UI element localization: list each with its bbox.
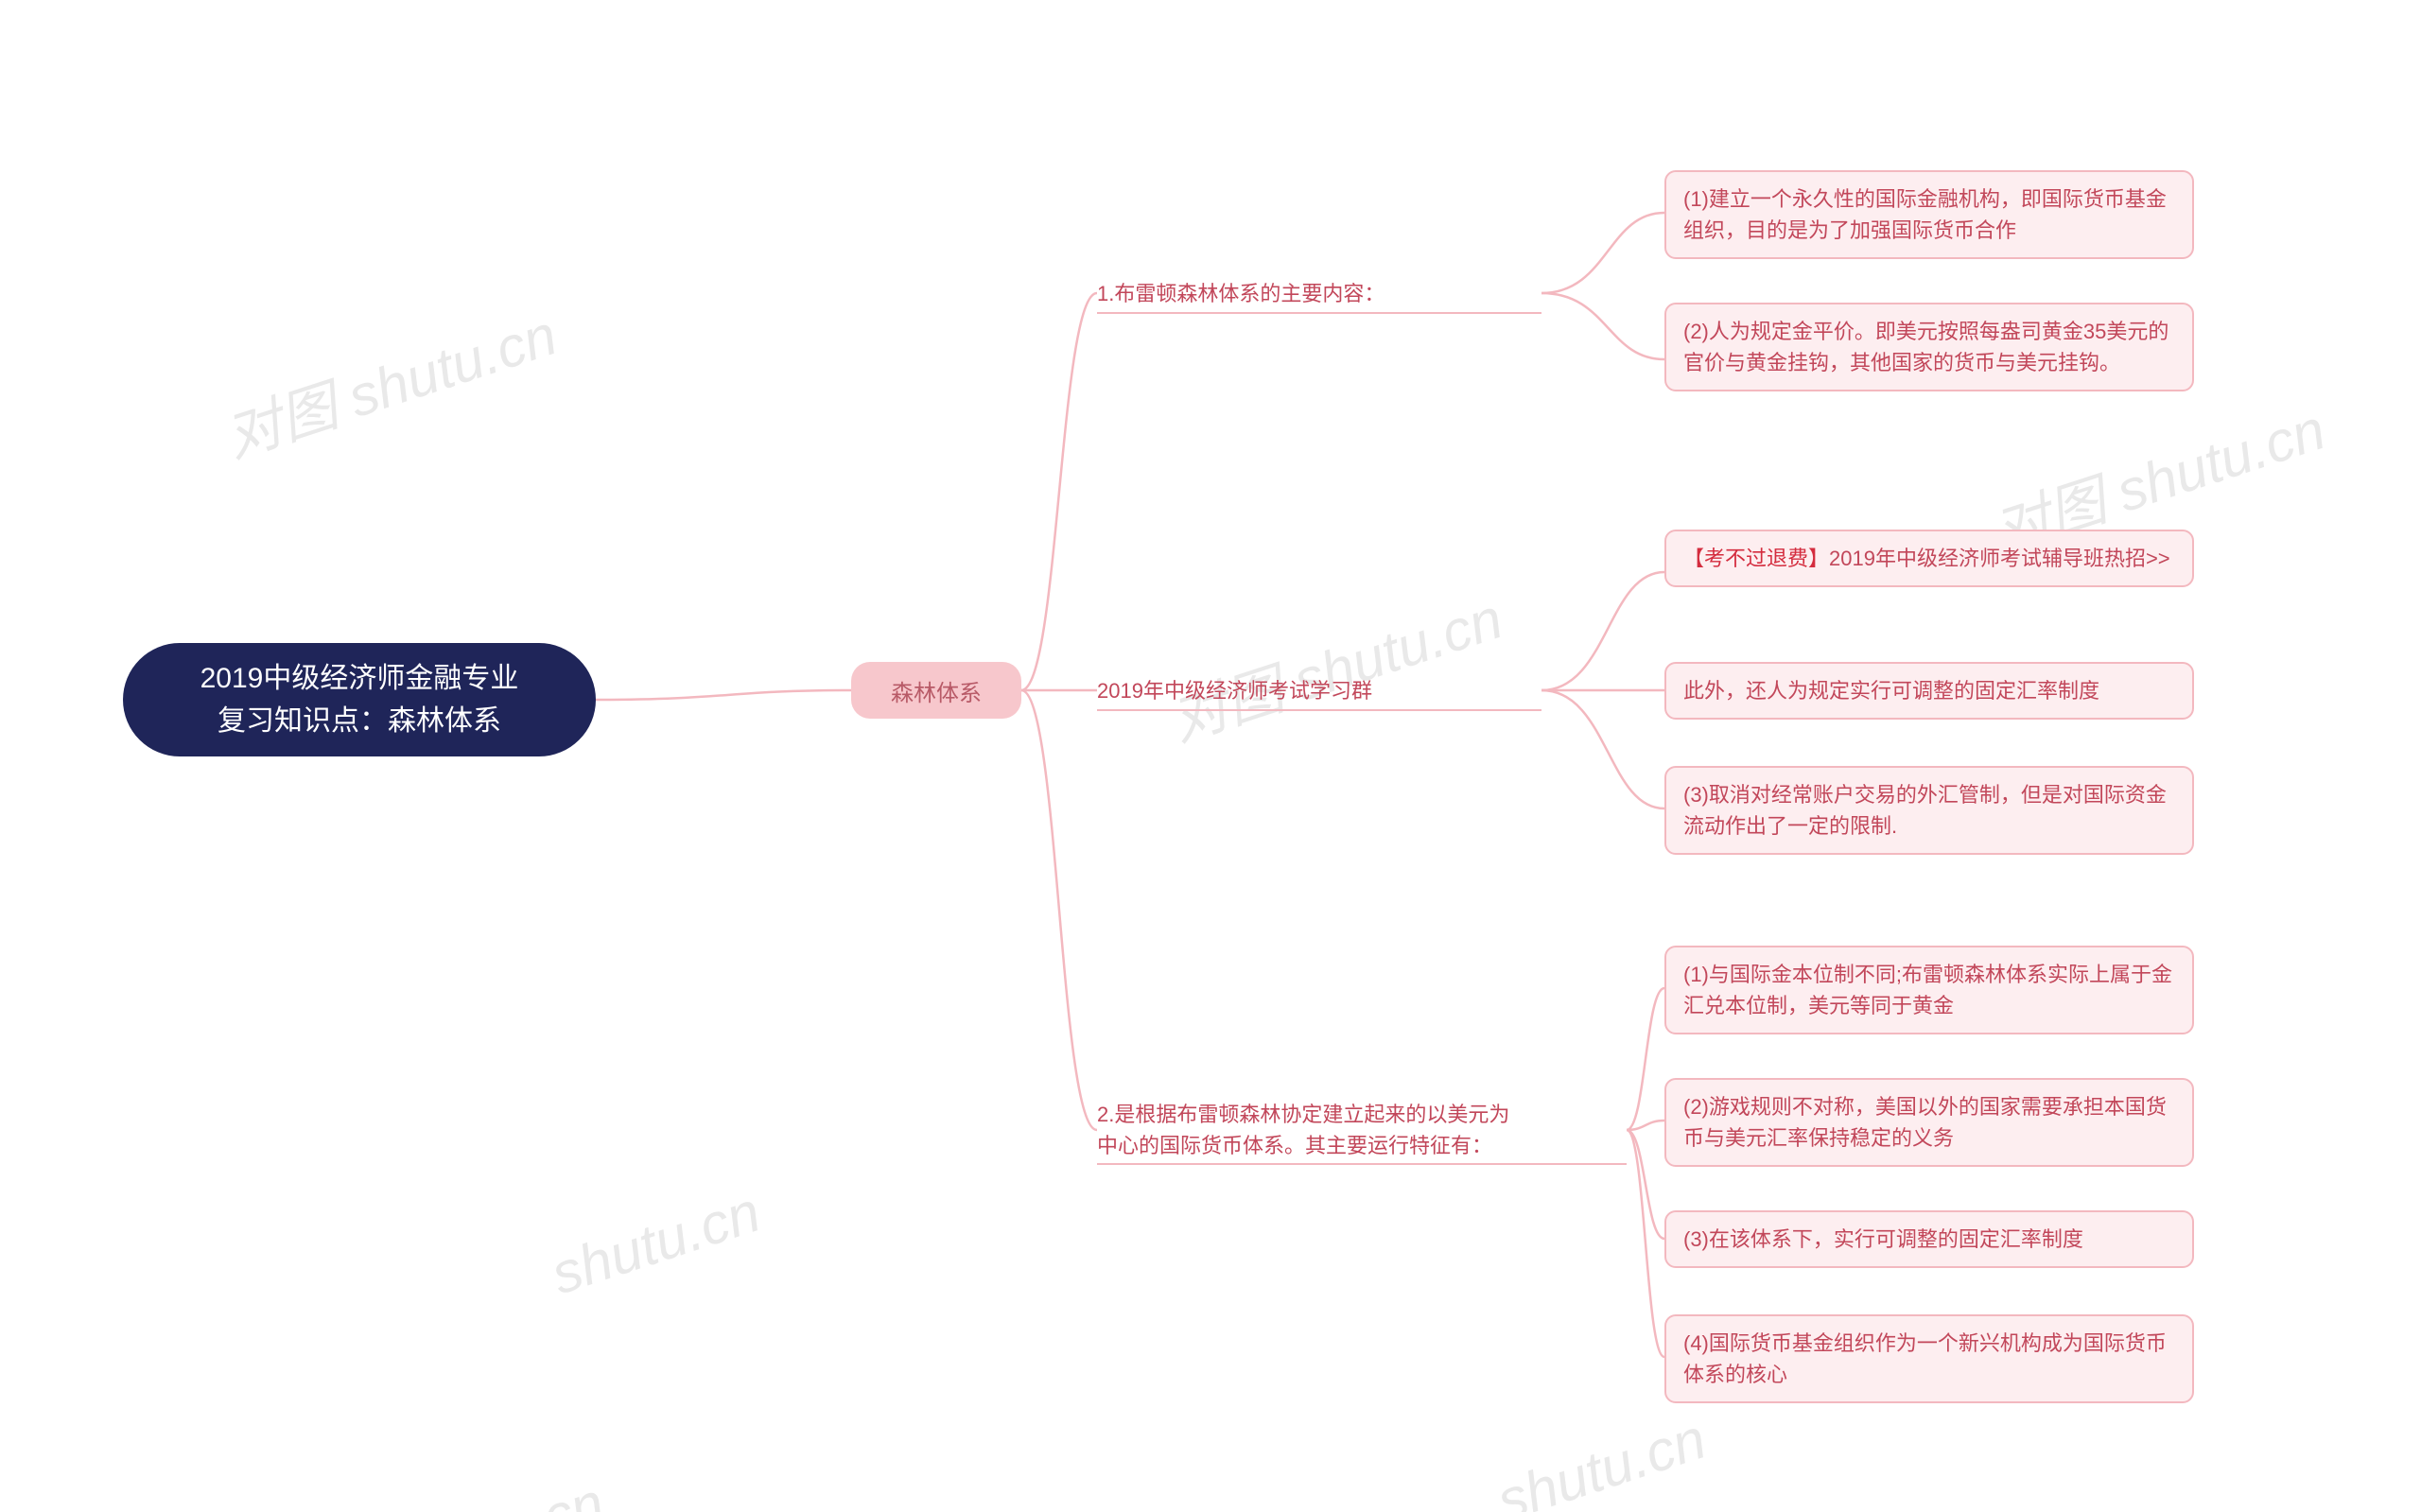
- branch-3-text: 2.是根据布雷顿森林协定建立起来的以美元为 中心的国际货币体系。其主要运行特征有…: [1097, 1099, 1509, 1161]
- watermark: 对图 shutu.cn: [1158, 573, 1511, 757]
- level1-node[interactable]: 森林体系: [851, 662, 1021, 719]
- leaf-text: 此外，还人为规定实行可调整的固定汇率制度: [1683, 675, 2099, 706]
- leaf-b3l3[interactable]: (3)在该体系下，实行可调整的固定汇率制度: [1664, 1210, 2194, 1268]
- watermark: 对图 shutu.cn: [260, 1457, 613, 1512]
- leaf-b1l1[interactable]: (1)建立一个永久性的国际金融机构，即国际货币基金组织，目的是为了加强国际货币合…: [1664, 170, 2194, 259]
- branch-2-text: 2019年中级经济师考试学习群: [1097, 675, 1372, 706]
- leaf-text: (2)游戏规则不对称，美国以外的国家需要承担本国货币与美元汇率保持稳定的义务: [1683, 1091, 2175, 1154]
- leaf-b1l2[interactable]: (2)人为规定金平价。即美元按照每盎司黄金35美元的官价与黄金挂钩，其他国家的货…: [1664, 303, 2194, 391]
- root-text: 2019中级经济师金融专业 复习知识点：森林体系: [200, 657, 519, 742]
- watermark: 对图 shutu.cn: [213, 289, 566, 474]
- leaf-text: (1)建立一个永久性的国际金融机构，即国际货币基金组织，目的是为了加强国际货币合…: [1683, 183, 2175, 246]
- watermark: shutu.cn: [544, 1179, 768, 1308]
- watermark: shutu.cn: [1489, 1406, 1714, 1512]
- branch-1[interactable]: 1.布雷顿森林体系的主要内容：: [1097, 274, 1541, 312]
- branch-2[interactable]: 2019年中级经济师考试学习群: [1097, 671, 1541, 709]
- branch-3-underline: [1097, 1163, 1627, 1165]
- leaf-text: (3)取消对经常账户交易的外汇管制，但是对国际资金流动作出了一定的限制.: [1683, 779, 2175, 842]
- leaf-text: (1)与国际金本位制不同;布雷顿森林体系实际上属于金汇兑本位制，美元等同于黄金: [1683, 959, 2175, 1021]
- leaf-text: (4)国际货币基金组织作为一个新兴机构成为国际货币体系的核心: [1683, 1328, 2175, 1390]
- leaf-b2l3[interactable]: (3)取消对经常账户交易的外汇管制，但是对国际资金流动作出了一定的限制.: [1664, 766, 2194, 855]
- leaf-b2l1[interactable]: 【考不过退费】2019年中级经济师考试辅导班热招>>: [1664, 530, 2194, 587]
- root-node[interactable]: 2019中级经济师金融专业 复习知识点：森林体系: [123, 643, 596, 756]
- branch-2-underline: [1097, 709, 1541, 711]
- leaf-b2l2[interactable]: 此外，还人为规定实行可调整的固定汇率制度: [1664, 662, 2194, 720]
- leaf-text: (3)在该体系下，实行可调整的固定汇率制度: [1683, 1224, 2083, 1255]
- leaf-text: 【考不过退费】2019年中级经济师考试辅导班热招>>: [1683, 543, 2170, 574]
- leaf-b3l2[interactable]: (2)游戏规则不对称，美国以外的国家需要承担本国货币与美元汇率保持稳定的义务: [1664, 1078, 2194, 1167]
- leaf-text: (2)人为规定金平价。即美元按照每盎司黄金35美元的官价与黄金挂钩，其他国家的货…: [1683, 316, 2175, 378]
- branch-1-underline: [1097, 312, 1541, 314]
- branch-3[interactable]: 2.是根据布雷顿森林协定建立起来的以美元为 中心的国际货币体系。其主要运行特征有…: [1097, 1097, 1627, 1163]
- leaf-b3l1[interactable]: (1)与国际金本位制不同;布雷顿森林体系实际上属于金汇兑本位制，美元等同于黄金: [1664, 946, 2194, 1034]
- leaf-b3l4[interactable]: (4)国际货币基金组织作为一个新兴机构成为国际货币体系的核心: [1664, 1314, 2194, 1403]
- branch-1-text: 1.布雷顿森林体系的主要内容：: [1097, 278, 1385, 309]
- level1-text: 森林体系: [891, 674, 982, 707]
